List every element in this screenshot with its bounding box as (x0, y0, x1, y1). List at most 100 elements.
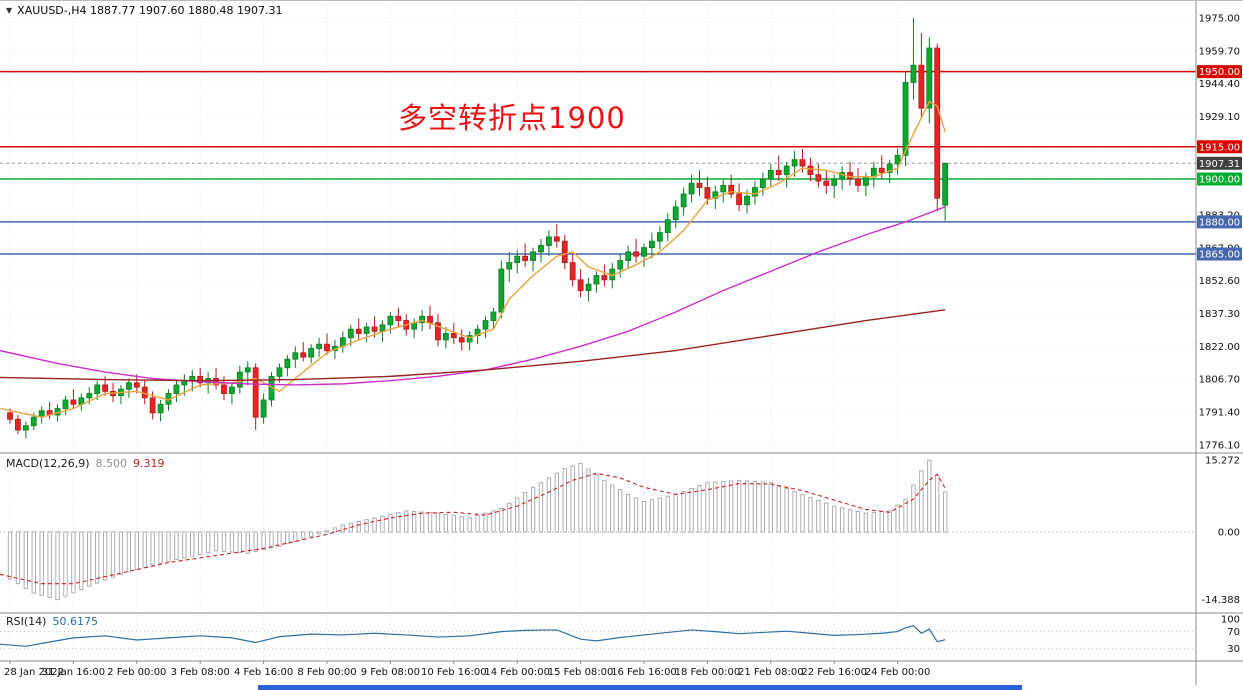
candle (728, 174, 735, 199)
macd-histogram-bar (689, 488, 694, 533)
candle (482, 316, 489, 338)
macd-histogram-bar (530, 486, 536, 533)
rsi-axis-label: 100 (1221, 615, 1240, 626)
macd-histogram-bar (721, 481, 726, 533)
macd-histogram-bar (943, 491, 948, 533)
macd-signal-value: 9.319 (133, 457, 165, 470)
symbol-ohlc-text: XAUUSD-,H4 1887.77 1907.60 1880.48 1907.… (17, 4, 283, 17)
candle (260, 393, 267, 424)
macd-histogram-bar (55, 531, 60, 601)
candle (506, 251, 513, 282)
candle (942, 162, 949, 221)
level-badge (1197, 65, 1242, 79)
macd-histogram-bar (221, 531, 227, 552)
macd-histogram-bar (816, 499, 821, 533)
price-axis-label: 1944.40 (1199, 79, 1240, 90)
candle (894, 148, 901, 175)
candle (411, 318, 418, 338)
macd-histogram-bar (190, 531, 195, 557)
candle (442, 327, 449, 349)
macd-histogram-bar (293, 531, 298, 542)
macd-histogram-bar (150, 531, 155, 566)
horizontal-level-lines[interactable] (0, 70, 1196, 255)
rsi-value: 50.6175 (52, 615, 98, 628)
level-badge (1197, 140, 1242, 154)
macd-histogram-bar (752, 481, 758, 533)
macd-histogram-bar (760, 481, 766, 533)
taskbar-fragment (258, 685, 1022, 690)
candle (62, 395, 69, 415)
candle (649, 232, 655, 259)
macd-histogram-bar (879, 511, 884, 533)
macd-histogram-bar (372, 517, 377, 533)
macd-histogram-bar (483, 512, 488, 533)
macd-histogram-bar (451, 515, 456, 533)
macd-histogram-bar (935, 475, 940, 533)
candle (783, 161, 790, 188)
macd-histogram-bar (673, 493, 678, 533)
macd-histogram-bar (602, 479, 607, 533)
macd-histogram-bar (697, 485, 702, 533)
candle (918, 33, 925, 119)
macd-histogram-bar (744, 480, 750, 533)
macd-histogram-bar (847, 509, 853, 533)
candle (656, 226, 663, 250)
macd-histogram-bar (134, 531, 139, 571)
macd-histogram-bar (927, 459, 932, 533)
macd-axis-label: 15.272 (1205, 456, 1240, 467)
candle (831, 174, 838, 199)
candle (601, 264, 608, 287)
macd-histogram-bar (261, 531, 266, 551)
macd-histogram-bar (895, 504, 900, 533)
candle (775, 155, 782, 182)
candle (450, 322, 457, 345)
macd-histogram-bar (911, 484, 916, 533)
chart-text-annotation[interactable]: 多空转折点1900 (398, 101, 626, 135)
candle (197, 367, 204, 388)
macd-histogram-bar (102, 531, 108, 581)
candle (458, 329, 465, 351)
time-axis-label: 3 Feb 08:00 (171, 667, 230, 678)
macd-histogram-bar (887, 510, 892, 533)
candle (118, 384, 124, 405)
candle (593, 271, 600, 293)
ma-slow-darkred (0, 309, 946, 382)
price-axis-label: 1929.10 (1199, 112, 1240, 123)
candle (720, 178, 727, 203)
macd-histogram-bar (792, 491, 797, 533)
candle (284, 354, 291, 377)
chart-menu-caret-icon[interactable]: ▼ (6, 6, 13, 15)
macd-histogram-bar (182, 531, 187, 559)
candle (435, 314, 441, 347)
candle (244, 361, 251, 385)
macd-histogram-bar (309, 531, 314, 538)
macd-histogram-bar (681, 491, 686, 533)
macd-histogram-bar (538, 482, 544, 533)
macd-name: MACD(12,26,9) (6, 457, 90, 470)
macd-histogram-bar (768, 482, 773, 533)
macd-histogram-bar (499, 508, 504, 533)
macd-histogram-bar (546, 477, 552, 533)
svg-text:1950.00: 1950.00 (1199, 67, 1240, 78)
candles-layer (7, 18, 949, 439)
macd-histogram-bar (855, 510, 861, 533)
macd-histogram-bar (404, 510, 409, 533)
time-axis-label: 31 Jan 16:00 (42, 667, 105, 678)
macd-histogram-bar (269, 531, 274, 549)
macd-histogram-bar (713, 481, 718, 533)
candle (633, 239, 639, 263)
macd-histogram-bar (388, 513, 393, 533)
macd-histogram-bar (166, 531, 171, 562)
candle (22, 421, 29, 439)
svg-text:1880.00: 1880.00 (1199, 217, 1240, 228)
time-axis-label: 9 Feb 08:00 (361, 667, 420, 678)
time-axis-label: 28 Jan 2022 (4, 667, 64, 678)
candle (839, 166, 846, 190)
macd-histogram-bar (31, 531, 36, 594)
candle (926, 37, 933, 124)
macd-histogram-bar (776, 485, 781, 533)
macd-histogram-bar (570, 465, 575, 533)
